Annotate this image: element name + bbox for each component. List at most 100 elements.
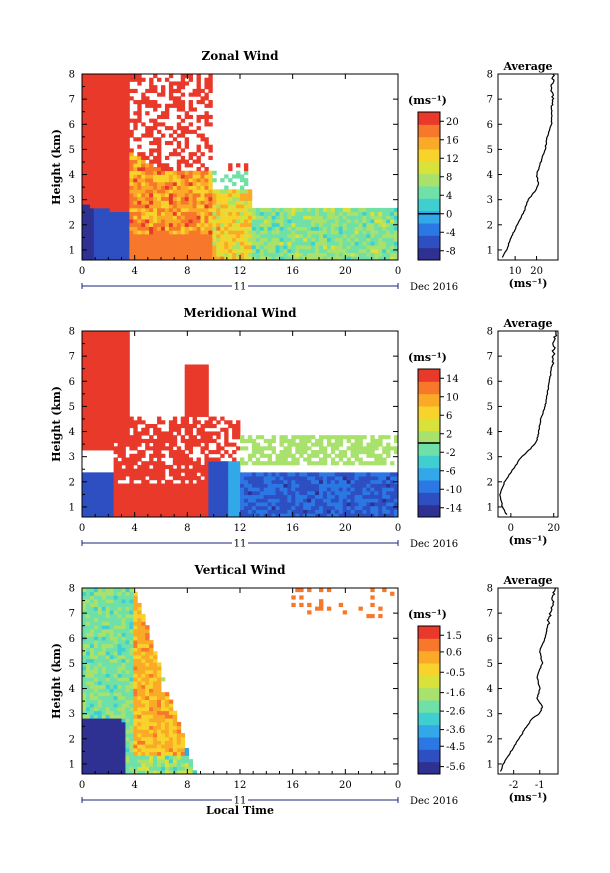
heatmap-cell bbox=[243, 170, 249, 175]
heatmap-cell bbox=[283, 509, 288, 514]
heatmap-cell bbox=[208, 193, 213, 198]
heatmap-cell bbox=[192, 129, 197, 134]
heatmap-cell bbox=[311, 490, 316, 496]
heatmap-cell bbox=[243, 193, 249, 198]
heatmap-cell bbox=[172, 513, 178, 518]
heatmap-cell bbox=[188, 92, 193, 97]
heatmap-cell bbox=[117, 233, 122, 239]
heatmap-cell bbox=[283, 438, 288, 443]
heatmap-cell bbox=[121, 699, 126, 704]
heatmap-cell bbox=[129, 744, 134, 749]
heatmap-cell bbox=[82, 733, 87, 738]
heatmap-cell bbox=[121, 640, 126, 645]
heatmap-cell bbox=[125, 669, 130, 674]
heatmap-cell bbox=[93, 751, 99, 756]
heatmap-cell bbox=[326, 435, 332, 440]
heatmap-cell bbox=[216, 193, 221, 198]
heatmap-cell bbox=[129, 461, 134, 466]
heatmap-cell bbox=[358, 438, 363, 443]
heatmap-cell bbox=[196, 427, 201, 432]
heatmap-cell bbox=[97, 401, 103, 406]
heatmap-cell bbox=[184, 464, 190, 470]
heatmap-cell bbox=[240, 241, 245, 246]
heatmap-cell bbox=[319, 435, 324, 440]
heatmap-cell bbox=[255, 219, 261, 224]
heatmap-cell bbox=[326, 472, 332, 477]
heatmap-cell bbox=[200, 137, 205, 142]
heatmap-cell bbox=[311, 487, 316, 492]
heatmap-cell bbox=[109, 636, 114, 641]
heatmap-cell bbox=[117, 677, 122, 682]
heatmap-cell bbox=[109, 118, 114, 123]
heatmap-cell bbox=[208, 490, 213, 496]
heatmap-cell bbox=[220, 178, 225, 183]
heatmap-cell bbox=[196, 230, 201, 235]
heatmap-cell bbox=[85, 513, 91, 518]
heatmap-cell bbox=[129, 762, 134, 767]
heatmap-cell bbox=[243, 502, 249, 507]
heatmap-cell bbox=[192, 248, 197, 253]
heatmap-cell bbox=[168, 450, 174, 455]
heatmap-cell bbox=[176, 200, 182, 205]
heatmap-cell bbox=[109, 751, 114, 756]
heatmap-cell bbox=[362, 222, 367, 227]
heatmap-cell bbox=[161, 85, 166, 90]
heatmap-cell bbox=[200, 368, 205, 373]
heatmap-cell bbox=[85, 237, 91, 242]
heatmap-cell bbox=[338, 450, 344, 455]
heatmap-cell bbox=[247, 505, 253, 510]
heatmap-cell bbox=[350, 215, 355, 220]
heatmap-cell bbox=[125, 643, 130, 648]
heatmap-cell bbox=[101, 677, 107, 682]
heatmap-cell bbox=[89, 390, 95, 395]
heatmap-cell bbox=[161, 461, 166, 466]
heatmap-cell bbox=[97, 733, 103, 738]
heatmap-cell bbox=[105, 673, 111, 678]
heatmap-cell bbox=[157, 256, 162, 261]
heatmap-cell bbox=[279, 256, 284, 261]
heatmap-cell bbox=[236, 233, 241, 239]
heatmap-cell bbox=[366, 513, 371, 518]
heatmap-cell bbox=[141, 461, 146, 466]
heatmap-cell bbox=[93, 483, 99, 488]
heatmap-cell bbox=[212, 193, 217, 198]
heatmap-cell bbox=[85, 617, 91, 622]
heatmap-cell bbox=[85, 599, 91, 604]
heatmap-cell bbox=[275, 453, 280, 458]
heatmap-cell bbox=[101, 126, 107, 131]
heatmap-cell bbox=[271, 446, 276, 451]
heatmap-cell bbox=[232, 509, 237, 514]
heatmap-cell bbox=[267, 245, 272, 250]
heatmap-cell bbox=[105, 331, 111, 336]
heatmap-cell bbox=[263, 230, 269, 235]
heatmap-cell bbox=[184, 468, 190, 473]
heatmap-cell bbox=[82, 707, 87, 712]
heatmap-cell bbox=[141, 494, 146, 499]
heatmap-cell bbox=[153, 256, 158, 261]
heatmap-cell bbox=[85, 718, 91, 723]
heatmap-cell bbox=[121, 736, 126, 741]
heatmap-cell bbox=[121, 505, 126, 510]
heatmap-cell bbox=[247, 215, 253, 220]
heatmap-cell bbox=[172, 427, 178, 432]
heatmap-cell bbox=[382, 233, 387, 239]
profile-y-tick-label: 8 bbox=[487, 70, 493, 81]
heatmap-cell bbox=[121, 427, 126, 432]
heatmap-cell bbox=[93, 111, 99, 116]
heatmap-cell bbox=[141, 513, 146, 518]
heatmap-cell bbox=[236, 509, 241, 514]
heatmap-cell bbox=[212, 502, 217, 507]
heatmap-cell bbox=[85, 658, 91, 663]
heatmap-cell bbox=[121, 621, 126, 626]
heatmap-cell bbox=[121, 401, 126, 406]
heatmap-cell bbox=[212, 487, 217, 492]
heatmap-cell bbox=[93, 118, 99, 123]
heatmap-cell bbox=[236, 256, 241, 261]
heatmap-cell bbox=[129, 602, 134, 607]
heatmap-cell bbox=[188, 256, 193, 261]
heatmap-cell bbox=[358, 479, 363, 484]
heatmap-cell bbox=[251, 237, 257, 242]
heatmap-cell bbox=[366, 222, 371, 227]
heatmap-cell bbox=[374, 241, 379, 246]
heatmap-cell bbox=[82, 137, 87, 142]
